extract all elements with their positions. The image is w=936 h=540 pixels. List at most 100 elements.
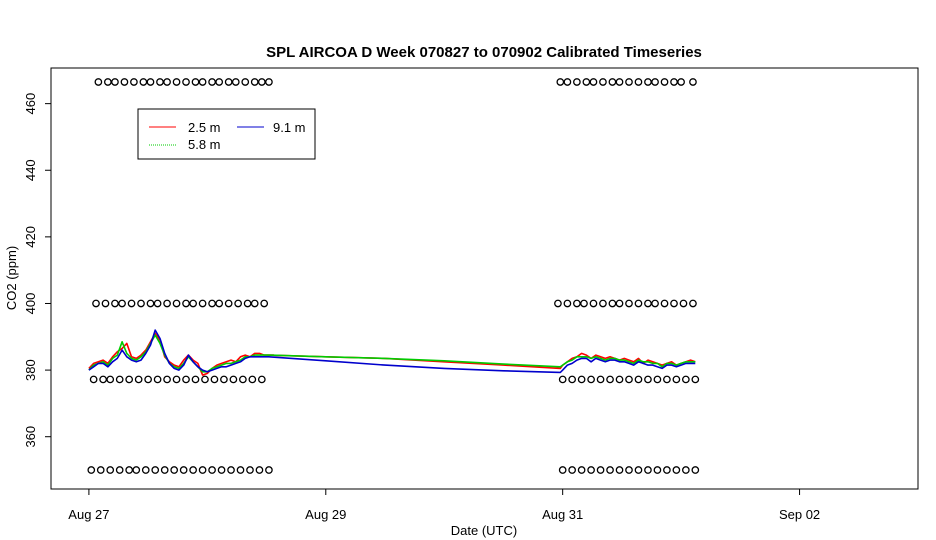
- data-point: [257, 78, 266, 86]
- data-point: [153, 375, 162, 384]
- data-point: [182, 78, 190, 86]
- x-axis-label: Date (UTC): [451, 523, 517, 538]
- data-point: [634, 299, 643, 308]
- data-point: [208, 78, 216, 86]
- legend-label-9-1m: 9.1 m: [273, 120, 306, 135]
- x-tick-label: Aug 31: [542, 507, 583, 522]
- data-point: [189, 299, 197, 308]
- series-line: [88, 329, 696, 374]
- data-point: [99, 375, 107, 384]
- data-point: [573, 78, 581, 86]
- data-point: [215, 78, 224, 86]
- data-point: [104, 78, 112, 86]
- data-point: [236, 466, 245, 474]
- data-point: [141, 466, 150, 474]
- data-point: [556, 78, 565, 86]
- data-point: [563, 299, 572, 308]
- data-point: [677, 78, 685, 86]
- data-point: [201, 375, 209, 384]
- data-point: [106, 375, 115, 384]
- data-point: [265, 466, 273, 474]
- data-point: [653, 375, 662, 384]
- data-point: [250, 78, 259, 86]
- data-point: [568, 375, 576, 384]
- data-point: [111, 78, 119, 86]
- data-point: [89, 375, 98, 384]
- data-point: [191, 78, 200, 86]
- data-point: [179, 466, 188, 474]
- legend-box: [137, 108, 316, 160]
- data-point: [577, 466, 586, 474]
- data-point: [139, 78, 148, 86]
- data-point: [587, 375, 595, 384]
- data-point: [92, 299, 100, 308]
- data-point: [589, 78, 598, 86]
- data-point: [229, 375, 238, 384]
- data-point: [163, 375, 171, 384]
- data-point: [125, 466, 134, 474]
- data-point: [210, 375, 219, 384]
- y-tick-label: 360: [23, 426, 38, 448]
- data-point: [606, 466, 614, 474]
- data-point: [634, 375, 643, 384]
- x-tick-label: Sep 02: [779, 507, 820, 522]
- data-point: [625, 299, 633, 308]
- data-point: [644, 299, 652, 308]
- y-axis-label: CO2 (ppm): [4, 246, 19, 310]
- data-point: [189, 466, 197, 474]
- data-point: [151, 466, 160, 474]
- y-tick-label: 420: [23, 226, 38, 248]
- data-point: [670, 78, 678, 86]
- data-point: [691, 466, 700, 474]
- data-point: [115, 375, 124, 384]
- data-point: [625, 78, 633, 86]
- data-point: [125, 375, 134, 384]
- data-point: [248, 375, 257, 384]
- data-point: [651, 299, 659, 308]
- marker-layer: [87, 78, 700, 474]
- chart-title: SPL AIRCOA D Week 070827 to 070902 Calib…: [266, 44, 702, 61]
- data-point: [198, 299, 207, 308]
- data-point: [130, 78, 138, 86]
- data-point: [220, 375, 228, 384]
- data-point: [156, 78, 164, 86]
- data-point: [615, 78, 624, 86]
- data-point: [96, 466, 105, 474]
- data-point: [115, 466, 124, 474]
- data-point: [596, 466, 605, 474]
- data-point: [172, 299, 181, 308]
- data-point: [589, 299, 598, 308]
- data-point: [241, 78, 250, 86]
- data-point: [599, 299, 607, 308]
- data-point: [250, 299, 259, 308]
- data-point: [608, 299, 617, 308]
- data-point: [568, 466, 576, 474]
- data-point: [625, 375, 633, 384]
- data-point: [111, 299, 119, 308]
- data-point: [663, 466, 671, 474]
- data-point: [608, 78, 617, 86]
- data-point: [243, 299, 252, 308]
- data-point: [670, 299, 678, 308]
- data-point: [644, 375, 652, 384]
- y-tick-label: 400: [23, 293, 38, 315]
- data-point: [208, 299, 216, 308]
- data-point: [144, 375, 152, 384]
- data-point: [234, 299, 242, 308]
- data-point: [163, 78, 171, 86]
- data-point: [182, 299, 190, 308]
- data-point: [94, 78, 103, 86]
- x-axis: Aug 27 Aug 29 Aug 31 Sep 02: [68, 489, 820, 522]
- y-tick-label: 440: [23, 159, 38, 181]
- legend-label-5-8m: 5.8 m: [188, 137, 221, 152]
- data-point: [246, 466, 254, 474]
- series-layer: [88, 329, 696, 376]
- data-point: [615, 466, 624, 474]
- data-point: [231, 78, 240, 86]
- data-point: [208, 466, 216, 474]
- data-point: [134, 375, 143, 384]
- y-tick-label: 460: [23, 93, 38, 115]
- data-point: [660, 78, 669, 86]
- data-point: [198, 466, 207, 474]
